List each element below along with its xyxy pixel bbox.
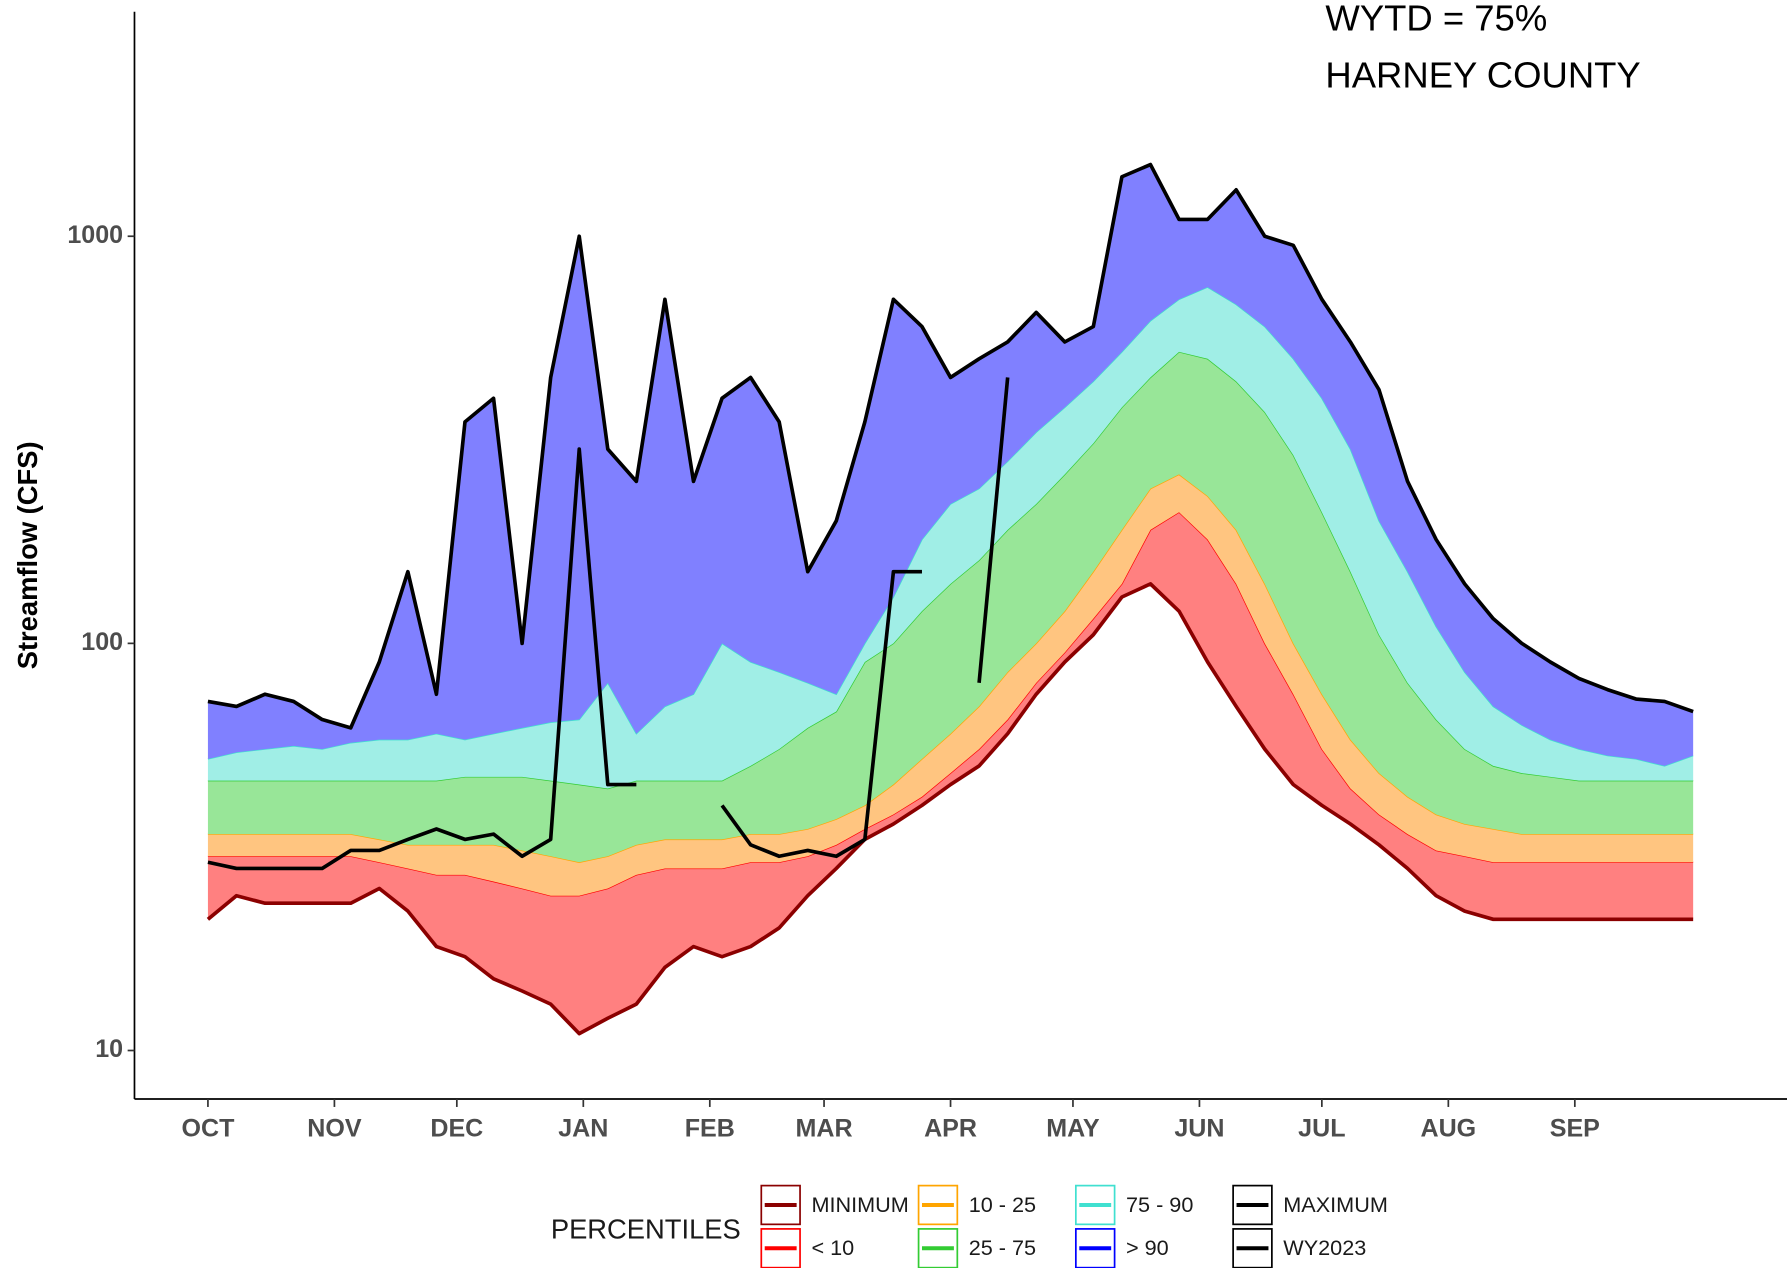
x-tick-label: DEC xyxy=(430,1114,483,1142)
x-tick-label: OCT xyxy=(181,1114,235,1142)
x-tick-label: APR xyxy=(924,1114,977,1142)
legend-title: PERCENTILES xyxy=(551,1213,741,1244)
legend-label: < 10 xyxy=(811,1235,854,1260)
y-tick-label: 1000 xyxy=(67,221,123,249)
legend-label: WY2023 xyxy=(1283,1235,1366,1260)
x-tick-label: SEP xyxy=(1550,1114,1600,1142)
x-tick-label: JAN xyxy=(558,1114,608,1142)
x-tick-label: NOV xyxy=(307,1114,362,1142)
legend-label: MAXIMUM xyxy=(1283,1192,1388,1217)
band xyxy=(207,512,1694,1034)
line xyxy=(207,162,1694,730)
x-tick-label: JUL xyxy=(1298,1114,1345,1142)
legend-label: 75 - 90 xyxy=(1126,1192,1193,1217)
x-tick-label: FEB xyxy=(685,1114,735,1142)
y-axis-label: Streamflow (CFS) xyxy=(12,441,43,669)
band xyxy=(207,474,1694,896)
legend-label: MINIMUM xyxy=(811,1192,908,1217)
x-tick-label: MAR xyxy=(796,1114,853,1142)
annotation: HARNEY COUNTY xyxy=(1325,54,1640,95)
line xyxy=(206,582,1694,1036)
band xyxy=(207,287,1694,789)
legend-label: > 90 xyxy=(1126,1235,1169,1260)
line xyxy=(207,377,1010,871)
band xyxy=(207,164,1694,766)
y-tick-label: 100 xyxy=(81,628,123,656)
x-tick-label: JUN xyxy=(1174,1114,1224,1142)
x-tick-label: AUG xyxy=(1420,1114,1476,1142)
legend-label: 10 - 25 xyxy=(969,1192,1036,1217)
annotation: WYTD = 75% xyxy=(1325,0,1547,38)
x-tick-label: MAY xyxy=(1046,1114,1100,1142)
legend-label: 25 - 75 xyxy=(969,1235,1036,1260)
band xyxy=(207,351,1694,863)
y-tick-label: 10 xyxy=(95,1035,123,1063)
